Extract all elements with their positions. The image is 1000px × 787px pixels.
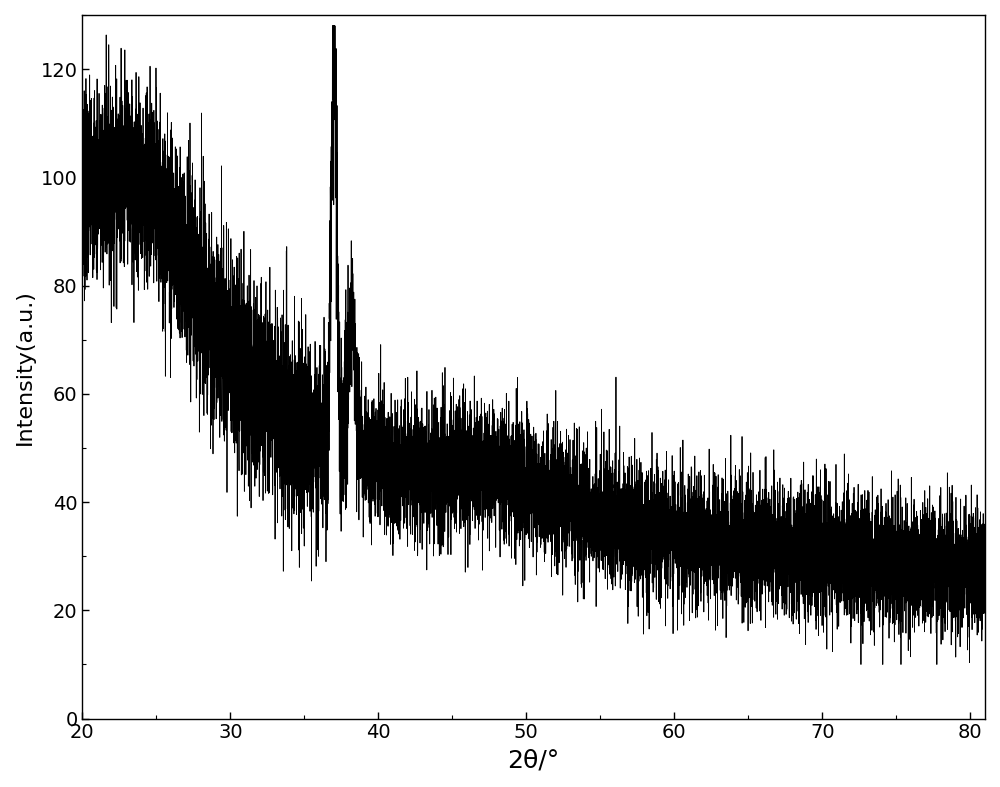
- X-axis label: 2θ/°: 2θ/°: [508, 748, 560, 772]
- Y-axis label: Intensity(a.u.): Intensity(a.u.): [15, 289, 35, 445]
